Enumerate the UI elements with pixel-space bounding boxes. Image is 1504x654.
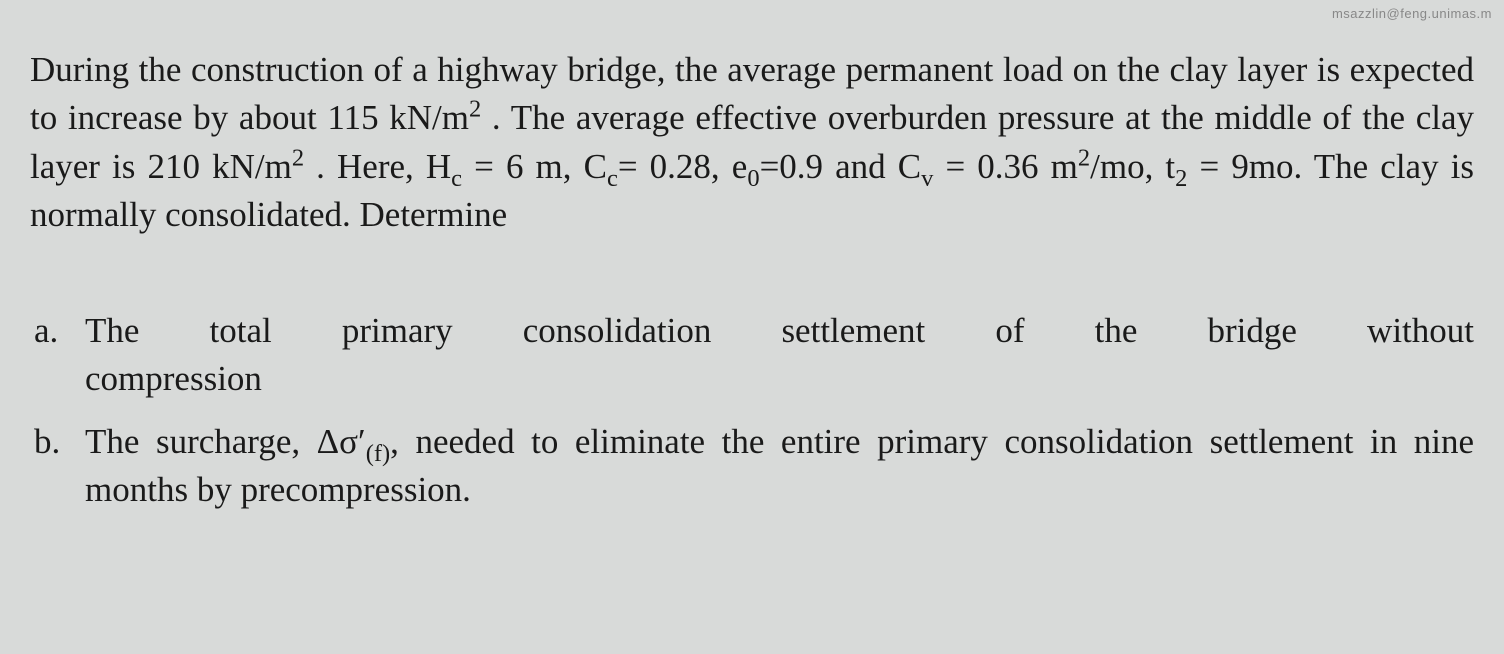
problem-line4-sup2: 2 <box>1078 144 1090 171</box>
problem-line4-a: Here, H <box>337 147 451 186</box>
problem-line4-c: = 0.28, e <box>618 147 747 186</box>
problem-line3-post: . <box>304 147 325 186</box>
problem-line4-sub-c1: c <box>451 165 462 192</box>
problem-line4-e: = 0.36 m <box>933 147 1078 186</box>
problem-line4-d: =0.9 and C <box>760 147 922 186</box>
questions-list: a. The total primary consolidation settl… <box>30 307 1474 514</box>
question-b-pre: The surcharge, Δσ′ <box>85 422 366 461</box>
problem-line4-sub-2: 2 <box>1175 165 1187 192</box>
question-b-text: The surcharge, Δσ′(f), needed to elimina… <box>85 418 1474 515</box>
question-a-text: The total primary consolidation settleme… <box>85 307 1474 404</box>
question-a: a. The total primary consolidation settl… <box>30 307 1474 404</box>
problem-line4-b: = 6 m, C <box>462 147 607 186</box>
problem-line1: During the construction of a highway bri… <box>30 50 1108 89</box>
problem-line4-f: /mo, t <box>1090 147 1175 186</box>
problem-line4-sub-v: v <box>921 165 933 192</box>
question-b-sub: (f) <box>366 440 390 467</box>
watermark-text: msazzlin@feng.unimas.m <box>1332 6 1492 21</box>
question-a-line1: The total primary consolidation settleme… <box>85 307 1474 355</box>
problem-line3-sup: 2 <box>292 144 304 171</box>
problem-line4-sub-c2: c <box>607 165 618 192</box>
problem-statement: During the construction of a highway bri… <box>30 46 1474 239</box>
question-a-label: a. <box>30 307 85 404</box>
problem-line5: normally consolidated. Determine <box>30 195 507 234</box>
problem-line2-post: . The average <box>481 98 684 137</box>
problem-line4-sub-0: 0 <box>747 165 759 192</box>
problem-line4-g: = 9mo. The clay is <box>1187 147 1474 186</box>
problem-line2-sup: 2 <box>469 96 481 123</box>
question-b: b. The surcharge, Δσ′(f), needed to elim… <box>30 418 1474 515</box>
question-a-line2: compression <box>85 355 1474 403</box>
question-b-label: b. <box>30 418 85 515</box>
